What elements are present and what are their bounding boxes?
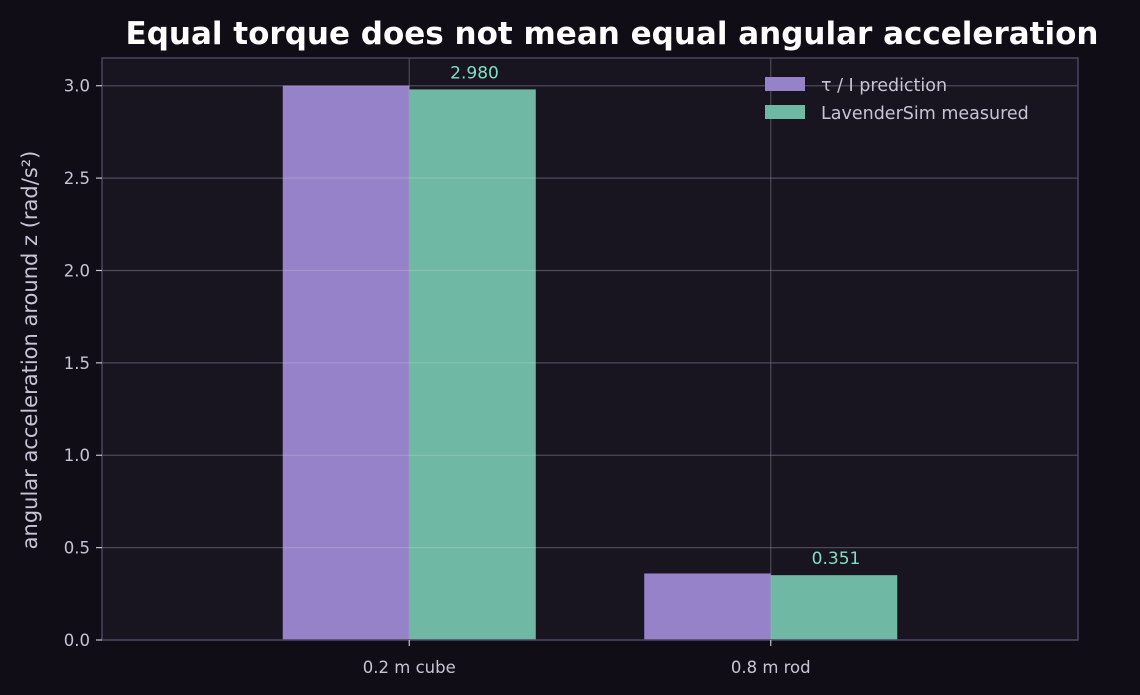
bar-prediction-1 (644, 573, 771, 640)
chart-title: Equal torque does not mean equal angular… (126, 16, 1099, 52)
data-label: 0.351 (812, 549, 861, 569)
legend-label: LavenderSim measured (821, 104, 1029, 124)
y-axis-label: angular acceleration around z (rad/s²) (18, 151, 42, 550)
data-label: 2.980 (450, 63, 499, 83)
grid-lines (102, 58, 1078, 641)
x-axis-ticks: 0.2 m cube 0.8 m rod (363, 640, 811, 677)
bar-measured-1 (770, 575, 898, 640)
legend-label: τ / I prediction (821, 76, 947, 96)
y-tick-label: 1.0 (64, 446, 90, 465)
legend-swatch (765, 105, 805, 119)
data-labels: 2.980 0.351 (450, 63, 860, 569)
y-tick-label: 3.0 (64, 77, 90, 96)
plot-frame (101, 57, 1079, 641)
plot-area (102, 58, 1078, 640)
x-tick-label: 0.8 m rod (731, 658, 811, 677)
y-tick-label: 0.5 (64, 539, 90, 558)
legend-swatch (765, 77, 805, 91)
y-axis-ticks: 0.0 0.5 1.0 1.5 2.0 2.5 3.0 (64, 77, 102, 650)
x-tick-label: 0.2 m cube (363, 658, 456, 677)
bar-measured-0 (409, 89, 536, 640)
y-tick-label: 2.5 (64, 169, 90, 188)
y-tick-label: 0.0 (64, 631, 90, 650)
y-tick-label: 2.0 (64, 261, 90, 280)
y-tick-label: 1.5 (64, 354, 90, 373)
bars (282, 85, 898, 640)
legend: τ / I prediction LavenderSim measured (765, 76, 1029, 124)
bar-prediction-0 (282, 85, 410, 640)
